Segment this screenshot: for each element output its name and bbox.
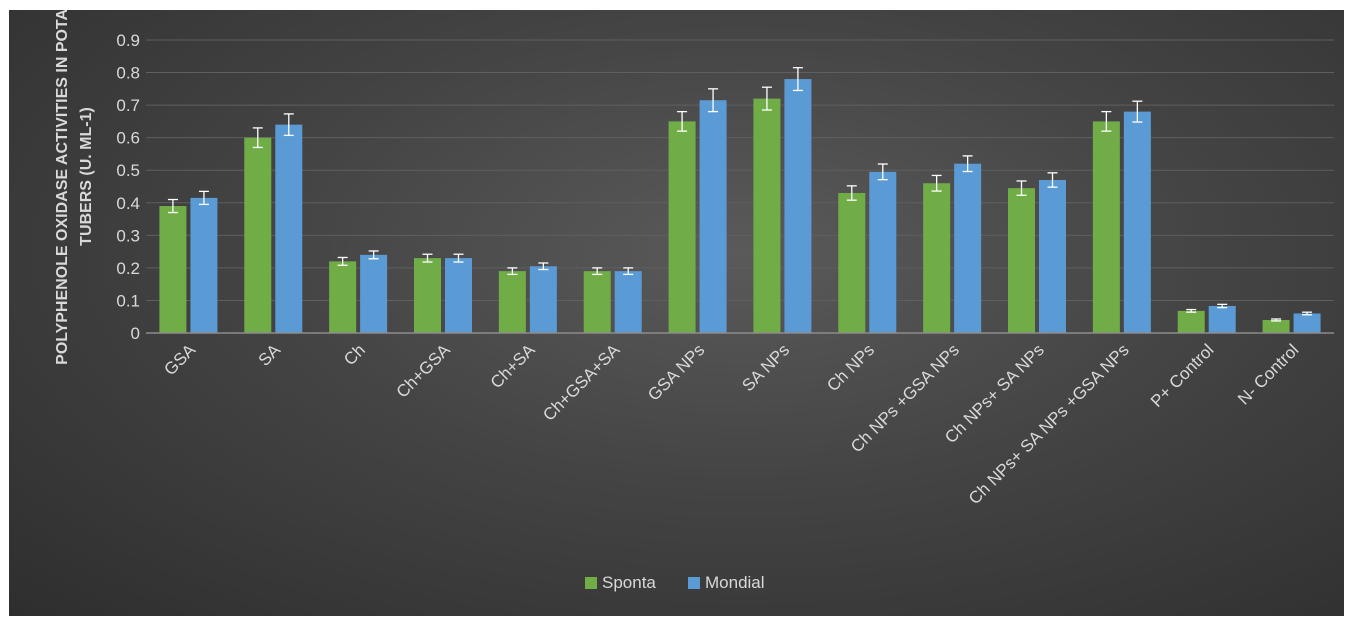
bar-mondial — [699, 100, 727, 333]
legend-swatch-sponta — [585, 577, 597, 589]
legend-label-sponta: Sponta — [602, 573, 656, 592]
bar-sponta — [1177, 310, 1205, 333]
bar-mondial — [784, 79, 812, 333]
y-tick-label: 0.8 — [116, 64, 140, 83]
y-tick-label: 0.3 — [116, 226, 140, 245]
y-tick-label: 0.5 — [116, 161, 140, 180]
bar-sponta — [498, 271, 526, 333]
bar-mondial — [869, 171, 897, 333]
bar-sponta — [753, 98, 781, 333]
bar-sponta — [329, 261, 357, 333]
y-tick-label: 0.4 — [116, 194, 140, 213]
bar-sponta — [838, 193, 866, 333]
y-tick-label: 0.9 — [116, 31, 140, 50]
bar-mondial — [190, 197, 218, 333]
bar-sponta — [244, 137, 272, 333]
chart-frame: 0 0.1 0.2 0.3 0.4 0.5 0.6 0.7 0.8 0.9 GSA SA Ch Ch+GS… — [9, 10, 1344, 616]
error-layer — [167, 67, 1313, 322]
bar-mondial — [445, 258, 472, 333]
bar-mondial — [954, 163, 982, 333]
bar-mondial — [614, 271, 642, 333]
chart-svg: 0 0.1 0.2 0.3 0.4 0.5 0.6 0.7 0.8 0.9 GSA SA Ch Ch+GS… — [54, 10, 1334, 592]
x-tick-label: SA — [255, 340, 285, 370]
x-tick-label: P+ Control — [1147, 340, 1218, 411]
bar-mondial — [275, 124, 303, 334]
y-axis-title: POLYPHENOLE OXIDASE ACTIVITIES IN POTATO… — [54, 10, 95, 365]
x-tick-label: Ch+SA — [487, 340, 539, 392]
x-tick-label: Ch+GSA+SA — [539, 340, 624, 425]
x-tick-label: N- Control — [1234, 340, 1302, 408]
x-tick-label: GSA — [160, 340, 199, 379]
bar-sponta — [1092, 121, 1120, 333]
bar-layer — [159, 79, 1321, 334]
bar-sponta — [923, 183, 951, 333]
x-tick-label: SA NPs — [738, 340, 793, 395]
bar-mondial — [1293, 313, 1321, 333]
grid-layer — [146, 39, 1334, 301]
y-tick-label: 0.7 — [116, 96, 140, 115]
bar-mondial — [1039, 179, 1066, 333]
y-tick-label: 0 — [131, 324, 140, 343]
legend-label-mondial: Mondial — [705, 573, 765, 592]
x-tick-label: Ch+GSA — [393, 340, 455, 402]
bar-sponta — [668, 121, 696, 333]
bar-mondial — [1208, 305, 1236, 333]
bar-sponta — [1262, 319, 1290, 333]
x-tick-label: Ch — [340, 340, 369, 369]
bar-mondial — [1123, 111, 1151, 333]
x-tick-label: Ch NPs+ SA NPs +GSA NPs — [965, 340, 1133, 508]
x-tick-label: Ch NPs — [823, 340, 878, 395]
bar-sponta — [414, 258, 441, 333]
x-tick-label: GSA NPs — [644, 340, 708, 404]
bar-sponta — [1008, 188, 1035, 333]
y-tick-label: 0.6 — [116, 129, 140, 148]
y-tick-label: 0.2 — [116, 259, 140, 278]
legend-swatch-mondial — [688, 577, 700, 589]
y-tick-label: 0.1 — [116, 291, 140, 310]
legend-layer: Sponta Mondial — [585, 573, 765, 592]
bar-mondial — [360, 254, 388, 333]
y-axis-title-line: POLYPHENOLE OXIDASE ACTIVITIES IN POTATO — [54, 10, 71, 365]
bar-mondial — [529, 266, 557, 333]
bar-sponta — [583, 271, 611, 333]
bar-sponta — [159, 206, 187, 333]
y-axis-title-line: TUBERS (U. ML-1) — [78, 107, 95, 246]
